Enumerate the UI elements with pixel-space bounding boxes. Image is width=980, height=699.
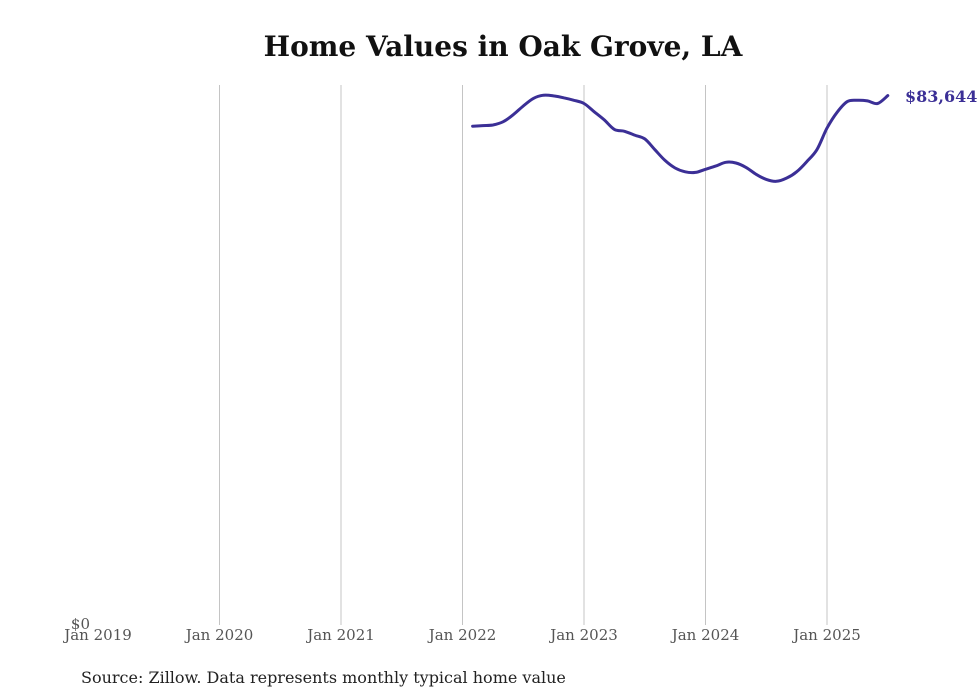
gridlines xyxy=(219,85,828,625)
axis-ticks: Jan 2019 Jan 2020 Jan 2021 Jan 2022 Jan 2023… xyxy=(62,615,861,644)
x-tick-label: Jan 2024 xyxy=(670,626,740,644)
y-tick-label: $0 xyxy=(71,615,90,633)
x-tick-label: Jan 2022 xyxy=(427,626,497,644)
x-tick-label: Jan 2023 xyxy=(548,626,618,644)
series-layer xyxy=(471,93,890,183)
chart-title: Home Values in Oak Grove, LA xyxy=(263,30,743,63)
x-tick-label: Jan 2020 xyxy=(184,626,254,644)
data-labels: $83,644 xyxy=(905,87,977,106)
end-value-label: $83,644 xyxy=(905,87,977,106)
source-note: Source: Zillow. Data represents monthly … xyxy=(81,668,566,687)
series-line-0 xyxy=(471,93,890,183)
x-tick-label: Jan 2021 xyxy=(305,626,375,644)
x-tick-label: Jan 2019 xyxy=(62,626,132,644)
x-tick-label: Jan 2025 xyxy=(791,626,861,644)
